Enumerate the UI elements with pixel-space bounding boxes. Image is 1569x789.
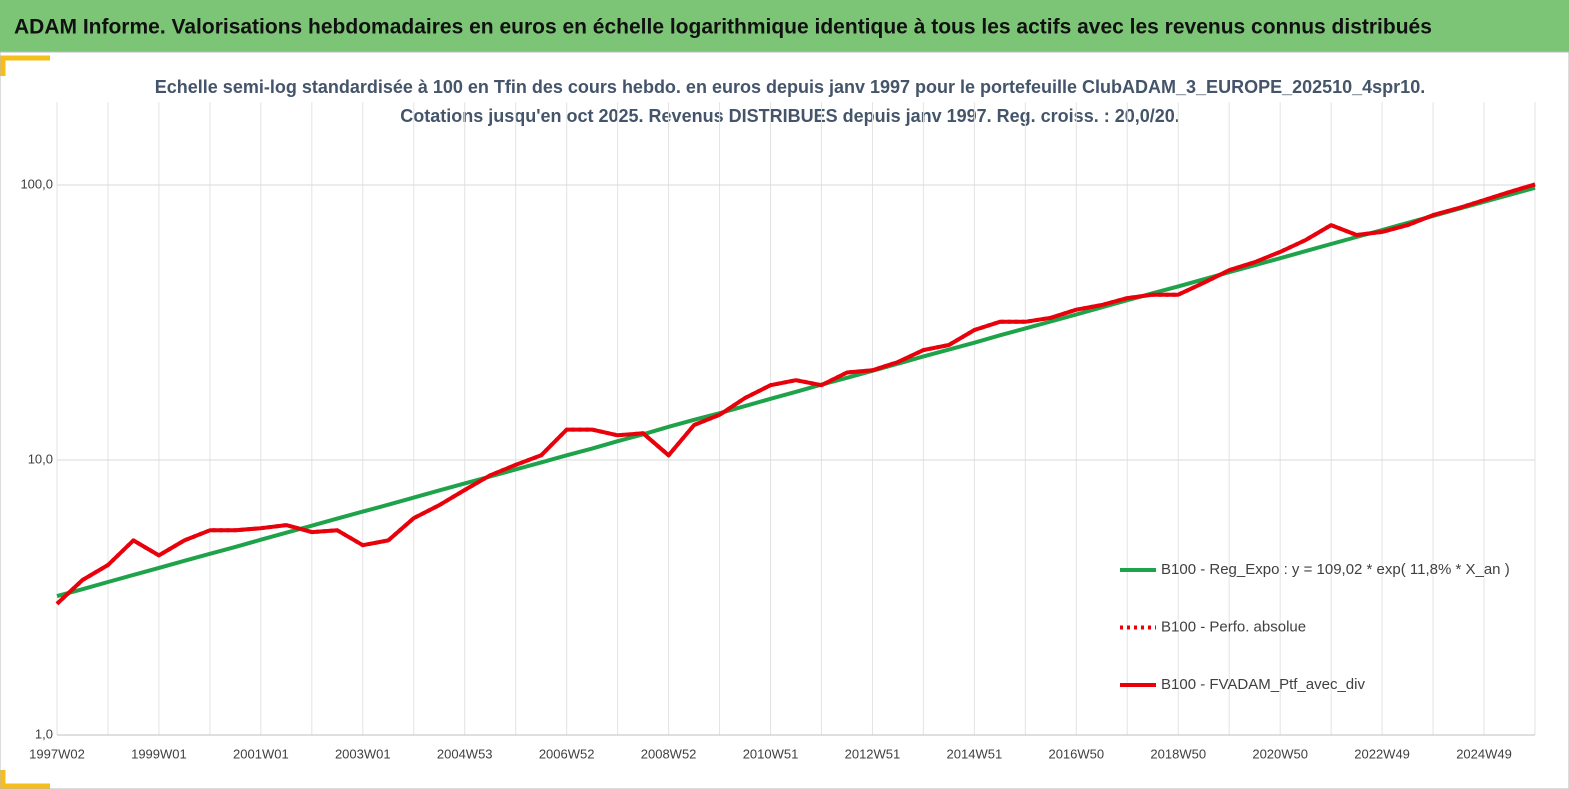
y-tick-label: 1,0 — [35, 726, 53, 741]
x-tick-label: 1999W01 — [131, 746, 187, 761]
frame — [0, 51, 1569, 789]
x-tick-label: 2008W52 — [641, 746, 697, 761]
corner-accent — [0, 55, 50, 76]
subtitle: Echelle semi-log standardisée à 100 en T… — [155, 77, 1425, 97]
legend-label: B100 - FVADAM_Ptf_avec_div — [1161, 676, 1365, 693]
x-tick-label: 2010W51 — [743, 746, 799, 761]
x-tick-label: 2018W50 — [1150, 746, 1206, 761]
corner-accent — [0, 770, 50, 789]
x-tick-label: 2016W50 — [1048, 746, 1104, 761]
x-tick-label: 2006W52 — [539, 746, 595, 761]
header-title: ADAM Informe. Valorisations hebdomadaire… — [14, 16, 1432, 39]
x-tick-label: 1997W02 — [29, 746, 85, 761]
y-tick-label: 10,0 — [28, 451, 53, 466]
plot-area: 1,0 10,0 100,0 1997W02 1999W01 2001W01 2003W01… — [20, 102, 1536, 761]
x-tick-label: 2012W51 — [845, 746, 901, 761]
series-line — [55, 182, 1536, 606]
x-tick-label: 2024W49 — [1456, 746, 1512, 761]
x-tick-label: 2004W53 — [437, 746, 493, 761]
legend-label: B100 - Perfo. absolue — [1161, 618, 1306, 635]
header-bar — [0, 0, 1569, 52]
y-tick-label: 100,0 — [20, 176, 53, 191]
x-tick-label: 2003W01 — [335, 746, 391, 761]
legend-label: B100 - Reg_Expo : y = 109,02 * exp( 11,8… — [1161, 561, 1510, 578]
x-tick-label: 2014W51 — [947, 746, 1003, 761]
x-tick-label: 2022W49 — [1354, 746, 1410, 761]
x-tick-label: 2020W50 — [1252, 746, 1308, 761]
subtitle: Cotations jusqu'en oct 2025. Revenus DIS… — [400, 106, 1180, 126]
x-tick-label: 2001W01 — [233, 746, 289, 761]
